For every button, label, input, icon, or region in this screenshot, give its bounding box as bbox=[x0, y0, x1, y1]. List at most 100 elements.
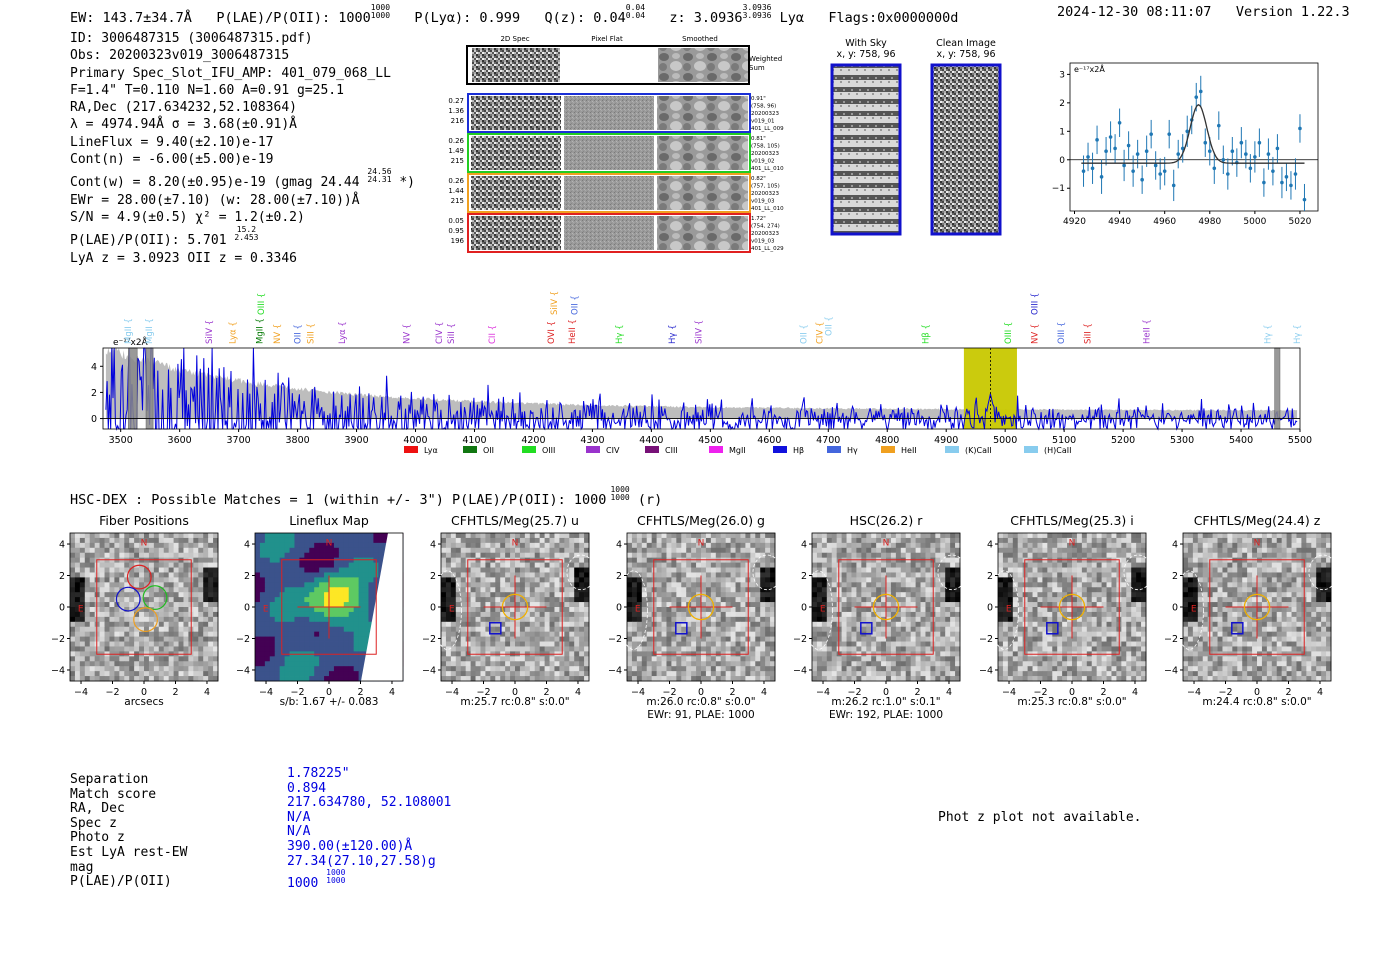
cutout-pixel bbox=[510, 636, 516, 642]
cutout-pixel bbox=[94, 661, 100, 667]
cutout-pixel bbox=[826, 621, 833, 628]
cutout-pixel bbox=[208, 646, 214, 652]
cutout-pixel bbox=[905, 602, 912, 608]
cutout-pixel bbox=[505, 582, 511, 588]
cutout-pixel bbox=[631, 611, 638, 618]
cutout-pixel bbox=[905, 631, 912, 637]
cutout-pixel bbox=[129, 577, 135, 583]
cutout-pixel bbox=[178, 646, 184, 652]
cutout-pixel bbox=[119, 666, 125, 672]
cutout-pixel bbox=[905, 542, 912, 549]
cutout-pixel bbox=[99, 577, 105, 583]
cutout-title: Fiber Positions bbox=[99, 513, 189, 528]
cutout-pixel bbox=[358, 577, 364, 583]
cutout-pixel bbox=[153, 661, 160, 667]
spectrum-ytick-label: 2 bbox=[91, 388, 97, 399]
cutout-pixel bbox=[193, 666, 199, 672]
cutout-pixel bbox=[701, 646, 707, 652]
cutout-pixel bbox=[760, 547, 766, 554]
cutout-pixel bbox=[183, 592, 189, 598]
cutout-pixel bbox=[651, 542, 657, 549]
cutout-pixel bbox=[676, 582, 682, 588]
cutout-pixel bbox=[905, 646, 912, 652]
cutout-pixel bbox=[915, 602, 921, 608]
cutout-pixel bbox=[696, 611, 702, 618]
cutout-pixel bbox=[304, 582, 310, 588]
cutout-pixel bbox=[158, 661, 165, 667]
cutout-pixel bbox=[856, 611, 862, 618]
cutout-pixel bbox=[524, 537, 531, 544]
cutout-pixel bbox=[134, 572, 140, 578]
cutout-pixel bbox=[631, 656, 638, 662]
cutout-pixel bbox=[178, 557, 184, 563]
cutout-pixel bbox=[905, 547, 912, 554]
cutout-pixel bbox=[368, 621, 374, 628]
cutout-pixel bbox=[745, 661, 751, 667]
cutout-pixel bbox=[661, 611, 667, 618]
cutout-pixel bbox=[94, 567, 100, 573]
cutout-pixel bbox=[485, 611, 491, 618]
cutout-pixel bbox=[770, 621, 776, 628]
cutout-title: CFHTLS/Meg(25.7) u bbox=[451, 513, 579, 528]
cutout-pixel bbox=[524, 611, 531, 618]
cutout-ytick-label: −2 bbox=[608, 634, 622, 645]
cutout-pixel bbox=[505, 661, 511, 667]
cutout-pixel bbox=[910, 587, 916, 593]
cutout-pixel bbox=[651, 552, 657, 559]
cutout-pixel bbox=[309, 611, 315, 618]
cutout-pixel bbox=[139, 567, 145, 573]
cutout-pixel bbox=[856, 621, 862, 628]
cutout-pixel bbox=[309, 626, 315, 633]
cutout-pixel bbox=[338, 572, 345, 578]
cutout-pixel bbox=[905, 582, 912, 588]
cutout-pixel bbox=[353, 592, 359, 598]
zoom-data-point bbox=[1122, 163, 1126, 168]
cutout-pixel bbox=[70, 651, 76, 657]
cutout-pixel bbox=[631, 547, 638, 554]
cutout-pixel bbox=[671, 577, 677, 583]
cutout-pixel bbox=[519, 656, 526, 662]
cutout-pixel bbox=[544, 562, 550, 568]
cutout-pixel bbox=[910, 582, 916, 588]
cutout-pixel bbox=[831, 592, 838, 598]
cutout-pixel bbox=[109, 656, 115, 662]
cutout-pixel bbox=[193, 547, 199, 554]
cutout-pixel bbox=[255, 602, 261, 608]
cutout-pixel bbox=[294, 547, 300, 554]
cutout-pixel bbox=[765, 592, 771, 598]
cutout-pixel bbox=[529, 656, 536, 662]
cutout-xtick-label: −2 bbox=[663, 687, 677, 695]
cutout-pixel bbox=[129, 671, 135, 677]
cutout-pixel bbox=[529, 636, 536, 642]
cutout-pixel bbox=[119, 577, 125, 583]
fiber-row-info: v019_03 bbox=[751, 199, 775, 205]
cutout-pixel bbox=[905, 592, 912, 598]
cutout-pixel bbox=[515, 552, 521, 559]
cutout-pixel bbox=[851, 533, 857, 539]
cutout-pixel bbox=[930, 542, 936, 549]
cutout-pixel bbox=[505, 547, 511, 554]
cutout-pixel bbox=[705, 597, 712, 603]
cutout-pixel bbox=[930, 537, 936, 544]
cutout-pixel bbox=[636, 646, 643, 652]
fiber-row-stat: 0.27 bbox=[448, 97, 464, 105]
cutout-pixel bbox=[515, 607, 521, 613]
cutout-pixel bbox=[441, 587, 447, 593]
cutout-pixel bbox=[94, 552, 100, 559]
cutout-pixel bbox=[304, 631, 310, 637]
legend-label: Hγ bbox=[847, 446, 858, 455]
cutout-pixel bbox=[574, 656, 580, 662]
cutout-pixel bbox=[193, 552, 199, 559]
cutout-pixel bbox=[701, 542, 707, 549]
cutout-pixel bbox=[534, 626, 541, 633]
legend-swatch bbox=[1024, 446, 1038, 453]
cutout-pixel bbox=[539, 587, 545, 593]
cutout-pixel bbox=[510, 656, 516, 662]
cutout-pixel bbox=[646, 552, 653, 559]
legend-swatch bbox=[586, 446, 600, 453]
cutout-pixel bbox=[740, 616, 746, 623]
cutout-pixel bbox=[765, 641, 771, 647]
cutout-pixel bbox=[505, 542, 511, 549]
cutout-pixel bbox=[812, 587, 818, 593]
cutout-pixel bbox=[846, 666, 852, 672]
